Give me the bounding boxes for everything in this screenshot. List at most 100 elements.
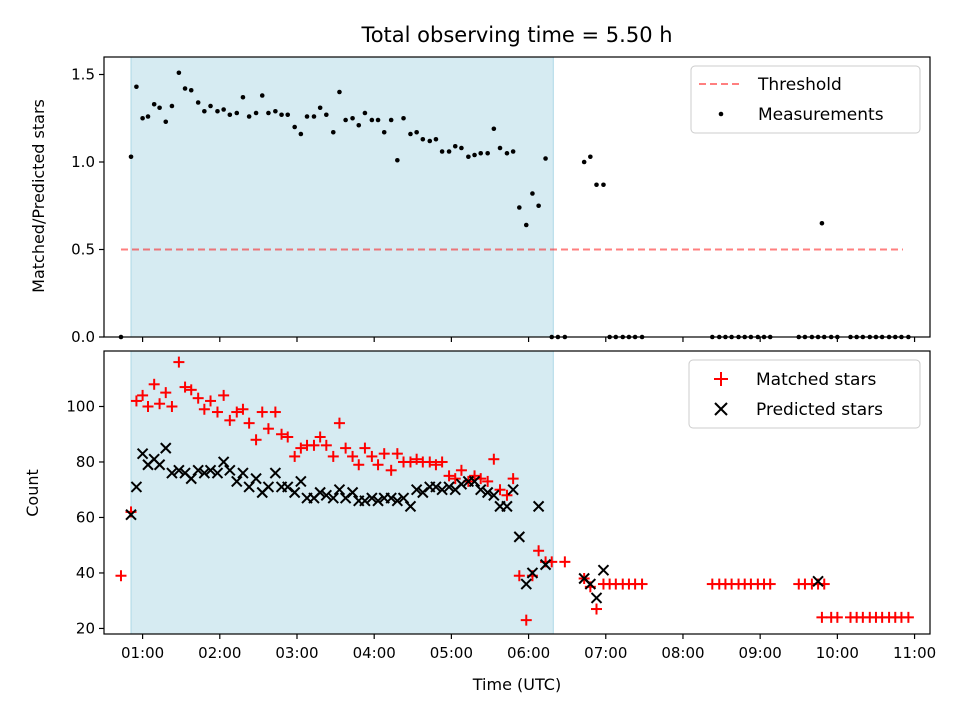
matched-star-point <box>591 603 603 615</box>
matched-star-point <box>243 417 255 429</box>
predicted-star-point <box>217 456 230 468</box>
matched-star-point <box>262 423 274 435</box>
xtick-label: 01:00 <box>121 644 164 662</box>
measurement-point <box>169 103 175 109</box>
matched-star-point <box>404 456 416 468</box>
matched-star-point <box>378 448 390 460</box>
matched-star-point <box>559 556 571 568</box>
predicted-star-point <box>136 447 149 460</box>
predicted-star-point <box>153 459 166 471</box>
matched-star-point <box>160 387 172 399</box>
predicted-star-point <box>597 564 610 576</box>
predicted-star-point <box>475 484 487 496</box>
predicted-star-point <box>812 575 824 587</box>
predicted-star-point <box>366 492 378 504</box>
measurement-point <box>337 89 342 95</box>
matched-star-point <box>340 442 352 454</box>
matched-star-point <box>359 442 371 454</box>
measurement-point <box>208 103 213 109</box>
matched-star-point <box>385 464 397 476</box>
predicted-star-point <box>288 486 301 499</box>
matched-star-point <box>831 611 843 623</box>
legend-measurements-label: Measurements <box>758 105 884 125</box>
measurement-point <box>395 157 400 163</box>
xtick-label: 10:00 <box>816 644 859 662</box>
bottom-panel-ylabel: Count <box>23 469 42 517</box>
measurement-point <box>176 70 182 76</box>
matched-star-point <box>320 439 332 451</box>
measurement-point <box>324 112 329 118</box>
matched-star-point <box>482 475 494 487</box>
bottom-legend: Matched stars Predicted stars <box>688 359 921 429</box>
matched-star-point <box>764 578 776 590</box>
predicted-star-point <box>224 464 236 477</box>
measurement-point <box>497 145 503 151</box>
measurement-point <box>215 108 220 114</box>
measurement-point <box>362 110 368 116</box>
measurement-point <box>523 222 529 228</box>
matched-star-point <box>411 453 423 465</box>
predicted-star-point <box>385 492 397 504</box>
matched-star-point <box>250 434 262 446</box>
measurement-point <box>375 117 381 123</box>
predicted-star-point <box>584 578 597 590</box>
predicted-star-point <box>468 475 481 488</box>
measurement-point <box>298 131 304 137</box>
predicted-star-point <box>125 508 137 521</box>
measurement-point <box>485 150 490 156</box>
matched-star-point <box>366 450 378 462</box>
bottom-ytick-label: 80 <box>76 453 95 471</box>
measurement-point <box>446 149 452 154</box>
predicted-star-point <box>590 592 603 604</box>
matched-star-point <box>179 381 191 393</box>
measurement-point <box>330 129 336 135</box>
predicted-star-point <box>430 481 442 493</box>
predicted-star-point <box>520 578 532 590</box>
matched-star-point <box>154 398 166 410</box>
xtick-label: 05:00 <box>430 644 473 662</box>
matched-star-point <box>148 378 160 390</box>
matched-star-point <box>449 473 461 485</box>
bottom-ytick-label: 20 <box>76 619 95 637</box>
measurement-point <box>285 112 291 118</box>
measurement-point <box>128 154 134 160</box>
measurement-point <box>234 110 240 116</box>
measurement-point <box>202 108 207 114</box>
predicted-star-point <box>173 464 185 477</box>
matched-star-point <box>513 570 525 582</box>
measurement-point <box>472 152 477 158</box>
measurement-point <box>581 159 587 165</box>
matched-star-point <box>372 459 384 471</box>
predicted-star-point <box>211 467 224 479</box>
measurement-point <box>253 110 259 116</box>
predicted-star-point <box>166 467 178 479</box>
measurement-point <box>433 136 439 142</box>
measurement-point <box>221 107 226 112</box>
matched-star-point <box>211 406 223 418</box>
matched-star-point <box>192 392 204 404</box>
legend-matched-swatch <box>714 372 728 386</box>
bottom-ytick-label: 100 <box>66 397 95 415</box>
top-panel-ylabel: Matched/Predicted stars <box>29 99 48 293</box>
measurement-point <box>491 126 497 132</box>
matched-star-point <box>198 403 210 415</box>
bottom-panel-frame <box>103 350 931 635</box>
measurement-point <box>510 149 516 154</box>
measurement-point <box>311 114 317 119</box>
predicted-star-point <box>391 495 404 507</box>
matched-star-point <box>256 406 268 418</box>
top-ytick-label: 0.5 <box>71 241 95 259</box>
measurement-point <box>145 114 151 119</box>
measurement-point <box>369 117 375 123</box>
matched-star-point <box>443 470 455 482</box>
predicted-star-point <box>501 500 513 513</box>
predicted-star-point <box>333 484 346 496</box>
measurement-point <box>466 154 471 160</box>
matched-star-point <box>166 400 178 412</box>
measurement-point <box>504 150 510 156</box>
xtick-label: 06:00 <box>507 644 550 662</box>
predicted-star-point <box>481 486 494 499</box>
measurement-point <box>350 115 355 121</box>
legend-measurements-swatch <box>718 111 724 117</box>
xtick-label: 03:00 <box>275 644 318 662</box>
